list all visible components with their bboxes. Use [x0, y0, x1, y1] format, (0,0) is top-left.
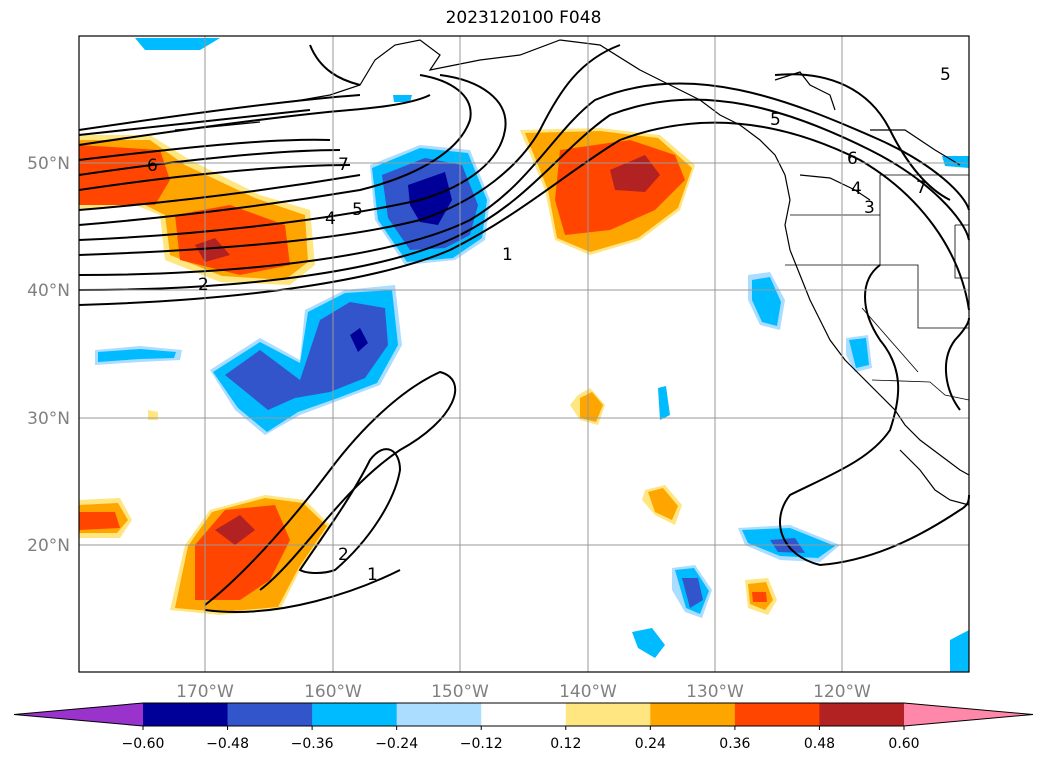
contour-label: 6	[847, 149, 858, 169]
contour-label: 5	[770, 110, 781, 130]
contour-label: 5	[352, 200, 363, 220]
colorbar-segment	[819, 703, 905, 726]
contour-labels: 6 7 5 4 2 1 5 6 4 3 7 5 2 1	[147, 65, 951, 585]
lat-label: 50°N	[27, 154, 70, 174]
colorbar-segment	[734, 703, 820, 726]
colorbar-label: −0.24	[375, 736, 418, 752]
contour-label: 1	[502, 245, 513, 265]
lon-label: 130°W	[686, 682, 744, 702]
colorbar-label: 0.48	[804, 736, 835, 752]
colorbar-label: −0.48	[206, 736, 249, 752]
lon-label: 120°W	[813, 682, 871, 702]
colorbar-segment	[565, 703, 651, 726]
lon-label: 160°W	[304, 682, 362, 702]
contour-label: 7	[338, 155, 349, 175]
colorbar-extend-high	[904, 703, 1033, 726]
lon-label: 150°W	[431, 682, 489, 702]
colorbar-extend-low	[14, 703, 143, 726]
colorbar-label: −0.60	[122, 736, 165, 752]
contour-label: 6	[147, 156, 158, 176]
lat-label: 20°N	[27, 536, 70, 556]
latitude-labels: 50°N 40°N 30°N 20°N	[27, 154, 70, 556]
lat-label: 30°N	[27, 409, 70, 429]
colorbar: −0.60 −0.48 −0.36 −0.24 −0.12 0.12 0.24 0.36 0.4…	[13, 702, 1034, 752]
lat-label: 40°N	[27, 281, 70, 301]
colorbar-segment	[650, 703, 736, 726]
contour-label: 2	[338, 545, 349, 565]
colorbar-segment	[396, 703, 482, 726]
colorbar-label: −0.12	[460, 736, 503, 752]
colorbar-segment	[227, 703, 313, 726]
colorbar-label: 0.12	[550, 736, 581, 752]
contour-label: 4	[851, 179, 862, 199]
colorbar-segment	[481, 703, 567, 726]
contour-label: 5	[940, 65, 951, 85]
colorbar-label: 0.60	[888, 736, 919, 752]
graticule	[79, 36, 969, 672]
lon-label: 140°W	[559, 682, 617, 702]
contour-label: 3	[864, 198, 875, 218]
colorbar-segment	[143, 703, 229, 726]
contour-label: 2	[198, 275, 209, 295]
colorbar-label: 0.24	[635, 736, 666, 752]
contour-label: 4	[325, 209, 336, 229]
contour-lines	[78, 44, 970, 613]
colorbar-label: 0.36	[719, 736, 750, 752]
colorbar-segment	[312, 703, 398, 726]
contour-label: 1	[367, 565, 378, 585]
figure-title: 2023120100 F048	[445, 8, 602, 28]
contour-label: 7	[916, 178, 927, 198]
lon-label: 170°W	[176, 682, 234, 702]
map-frame	[78, 35, 970, 673]
longitude-labels: 170°W 160°W 150°W 140°W 130°W 120°W	[176, 682, 871, 702]
colorbar-label: −0.36	[291, 736, 334, 752]
